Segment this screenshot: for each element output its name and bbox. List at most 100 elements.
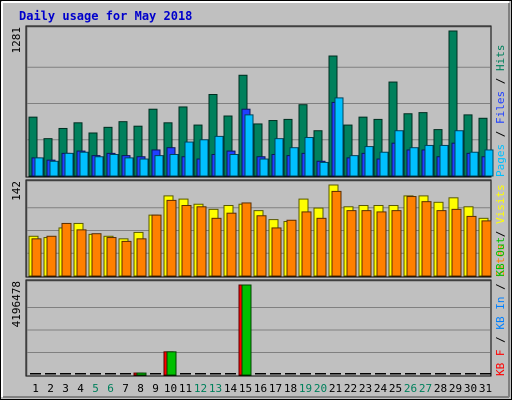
day-label: 23 <box>359 382 372 395</box>
day-label: 10 <box>164 382 177 395</box>
legend-entry: Visits <box>494 184 507 224</box>
bar-sites <box>391 210 402 277</box>
bar-pages <box>244 114 254 177</box>
bar-baseline <box>420 373 431 375</box>
day-label: 15 <box>239 382 252 395</box>
bar-pages <box>109 153 119 177</box>
panel-pages-files-hits: 1281 Pages / Files / Hits <box>10 25 507 178</box>
day-label: 14 <box>224 382 238 395</box>
bar-baseline <box>45 373 56 375</box>
day-label: 28 <box>434 382 447 395</box>
day-label: 1 <box>32 382 39 395</box>
plot-area <box>25 279 492 377</box>
day-label: 24 <box>374 382 388 395</box>
bar-baseline <box>270 373 281 375</box>
bar-pages <box>424 144 434 177</box>
chart-title: Daily usage for May 2018 <box>19 9 192 23</box>
bar-sites <box>136 238 147 277</box>
bar-baseline <box>195 373 206 375</box>
bar-pages <box>169 153 179 177</box>
legend-entry: KB F <box>494 350 507 377</box>
bar-pages <box>289 147 299 177</box>
legend-entry: Pages <box>494 144 507 177</box>
legend-entry: Hits <box>494 45 507 72</box>
panel-kb-in-out: 4196478 KB F / KB In / KB Out <box>10 237 507 377</box>
bar-sites <box>61 222 72 277</box>
bar-baseline <box>30 373 41 375</box>
day-label: 31 <box>479 382 492 395</box>
day-label: 6 <box>107 382 114 395</box>
bar-sites <box>181 205 192 277</box>
day-label: 13 <box>209 382 222 395</box>
day-label: 27 <box>419 382 432 395</box>
bar-kb-out <box>166 351 177 376</box>
day-label: 20 <box>314 382 327 395</box>
bar-sites <box>346 210 357 277</box>
bar-sites <box>121 240 132 277</box>
day-label: 22 <box>344 382 357 395</box>
day-label: 5 <box>92 382 99 395</box>
bar-sites <box>376 211 387 277</box>
day-label: 4 <box>77 382 84 395</box>
bar-pages <box>454 130 464 177</box>
bar-sites <box>46 235 57 277</box>
bar-pages <box>439 144 449 177</box>
bar-baseline <box>390 373 401 375</box>
axis-max-label: 4196478 <box>10 281 23 327</box>
day-label: 2 <box>47 382 54 395</box>
bar-baseline <box>405 373 416 375</box>
bar-pages <box>229 153 239 177</box>
bar-baseline <box>75 373 86 375</box>
bar-sites <box>481 220 492 277</box>
day-label: 12 <box>194 382 207 395</box>
day-label: 26 <box>404 382 417 395</box>
bar-baseline <box>345 373 356 375</box>
day-label: 29 <box>449 382 462 395</box>
legend-entry: Files <box>494 91 507 124</box>
bar-pages <box>259 158 269 177</box>
legend-entry: Sites <box>494 244 507 277</box>
bar-pages <box>34 157 44 177</box>
day-label: 7 <box>122 382 129 395</box>
day-label: 18 <box>284 382 297 395</box>
bar-pages <box>214 135 224 177</box>
axis-max-label: 142 <box>10 181 23 201</box>
bar-baseline <box>225 373 236 375</box>
bar-pages <box>124 157 134 177</box>
bar-pages <box>394 130 404 177</box>
bar-sites <box>421 201 432 277</box>
bar-baseline <box>150 373 161 375</box>
day-label: 9 <box>152 382 159 395</box>
panel-legend: KB F / KB In / KB Out <box>494 237 507 376</box>
bar-baseline <box>465 373 476 375</box>
bar-pages <box>64 152 74 177</box>
bar-baseline <box>450 373 461 375</box>
bar-sites <box>91 233 102 277</box>
bar-pages <box>409 147 419 177</box>
bar-sites <box>406 196 417 277</box>
bar-baseline <box>105 373 116 375</box>
bar-sites <box>241 202 252 277</box>
day-label: 17 <box>269 382 282 395</box>
bar-baseline <box>90 373 101 375</box>
bar-sites <box>271 227 282 277</box>
panel-legend: Pages / Files / Hits <box>494 45 507 178</box>
bar-pages <box>79 151 89 177</box>
bar-sites <box>151 214 162 277</box>
bar-sites <box>286 219 297 277</box>
bar-baseline <box>210 373 221 375</box>
bar-pages <box>379 151 389 177</box>
bar-sites <box>256 215 267 277</box>
bar-pages <box>49 160 59 177</box>
bar-sites <box>226 212 237 277</box>
bar-pages <box>469 151 479 177</box>
bar-sites <box>211 217 222 277</box>
day-label: 21 <box>329 382 342 395</box>
bar-baseline <box>435 373 446 375</box>
bar-baseline <box>480 373 491 375</box>
bar-baseline <box>300 373 311 375</box>
bar-pages <box>304 137 314 177</box>
bar-baseline <box>360 373 371 375</box>
bar-baseline <box>180 373 191 375</box>
